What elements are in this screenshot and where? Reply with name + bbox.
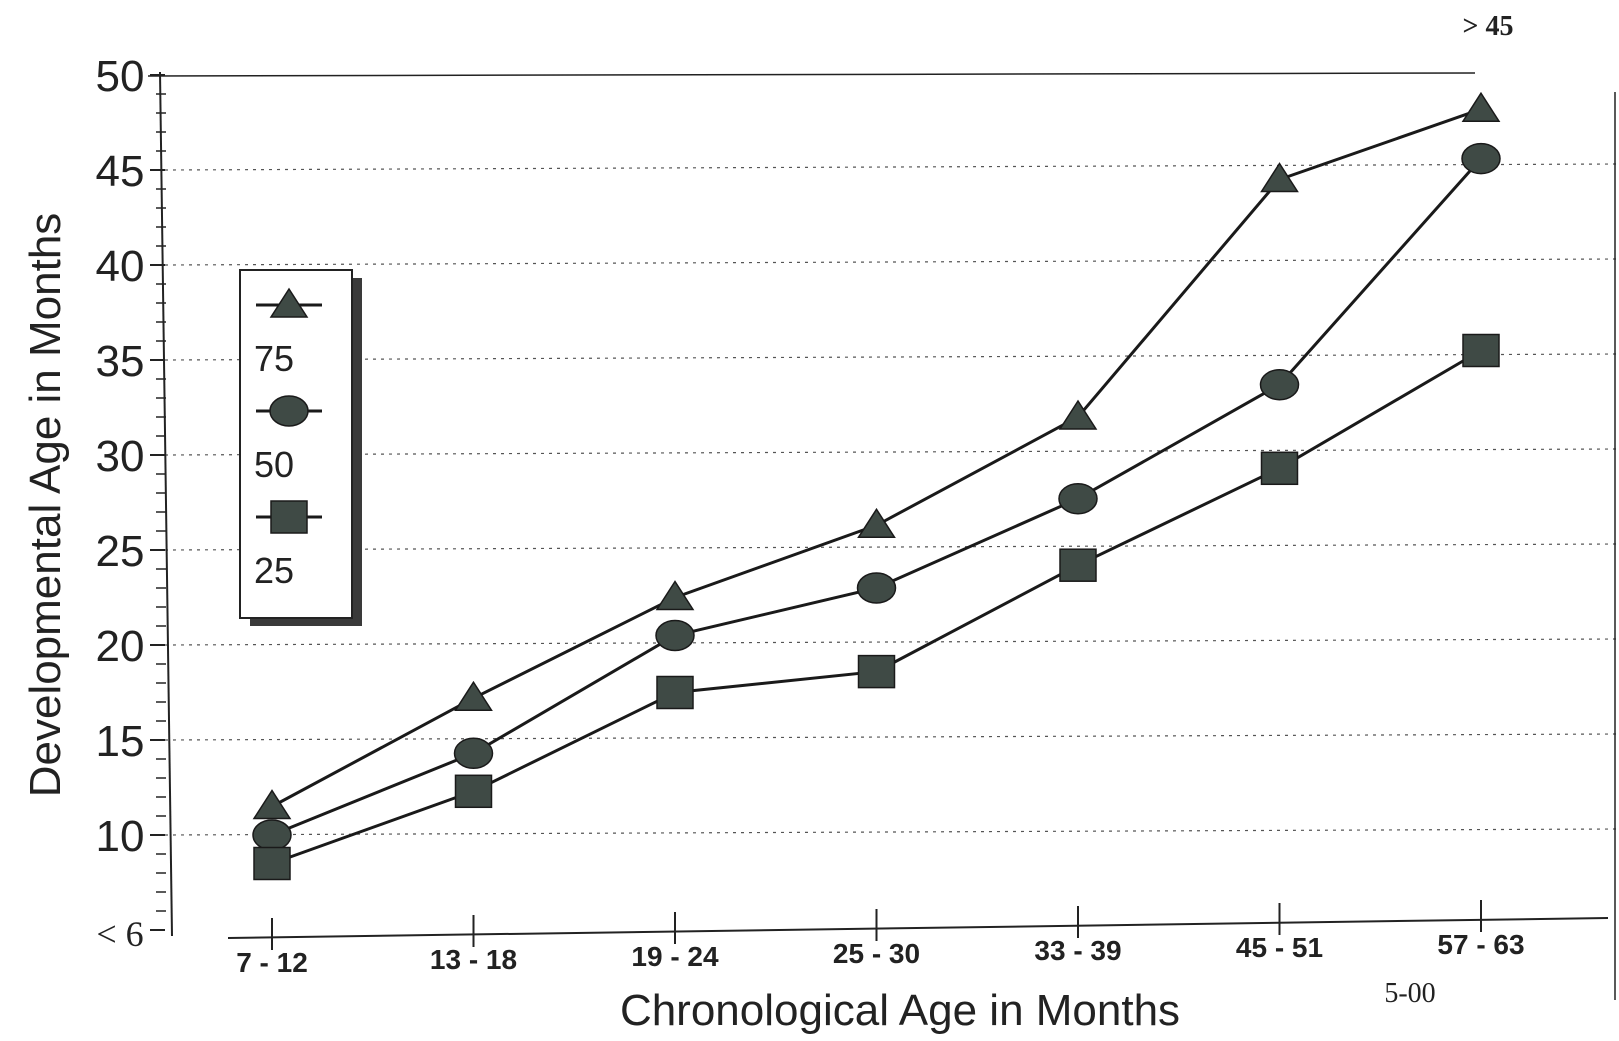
circle-marker [856,572,897,604]
grid-line [164,258,1619,266]
x-tick-label: 45 - 51 [1236,932,1323,963]
square-marker [857,654,896,689]
legend-box [239,269,353,619]
square-marker [1462,333,1500,368]
circle-marker [1259,368,1300,401]
x-tick-label: 7 - 12 [236,947,308,978]
circle-marker [453,737,494,770]
x-tick-label: 13 - 18 [430,944,517,975]
x-axis-title: Chronological Age in Months [620,986,1180,1035]
square-marker [1059,548,1097,582]
y-tick-label: 20 [96,622,145,671]
top-annotation: > 45 [1463,11,1514,42]
legend-square-marker [270,500,308,534]
y-tick-label: 35 [96,337,145,386]
circle-marker [252,819,292,851]
y-axis-ticks: < 6 10 15 20 25 30 35 40 45 50 [96,52,166,954]
y-tick-label: 45 [96,147,145,196]
circle-marker [655,619,695,652]
x-tick-label: 57 - 63 [1437,929,1524,960]
y-tick-label: 15 [96,717,145,766]
triangle-marker [1058,399,1098,430]
x-axis-line [227,917,1609,939]
y-axis-line [159,71,173,937]
triangle-marker [857,507,896,539]
y-tick-label: 30 [96,432,145,481]
grid-line [164,638,1619,646]
series-triangle [252,91,1501,820]
series-circle [252,142,1501,851]
legend-items: 75 50 25 [254,287,322,591]
legend-triangle-marker [269,287,309,318]
x-tick-label: 25 - 30 [833,938,920,969]
legend: 75 50 25 [239,269,362,626]
y-tick-label: 40 [96,242,145,291]
grid-line [164,353,1619,361]
top-frame-line [147,72,1476,77]
legend-circle-marker [269,395,309,427]
grid-line [164,733,1619,741]
grid-line [164,448,1619,456]
triangle-marker [1461,91,1501,122]
footnote-date: 5-00 [1384,978,1435,1009]
x-tick-label: 33 - 39 [1034,935,1121,966]
x-tick-label: 19 - 24 [631,941,719,972]
y-tick-label: 50 [96,52,145,101]
square-marker [656,675,694,710]
x-axis-ticks: 7 - 12 13 - 18 19 - 24 25 - 30 33 - 39 45 - 5… [236,900,1525,978]
grid-line [164,543,1619,551]
triangle-marker [454,680,493,711]
grid-line [164,163,1619,171]
circle-marker [1058,482,1098,515]
square-marker [253,846,291,881]
series-square [253,333,1500,881]
data-series [252,91,1501,881]
grid-line [164,828,1619,836]
circle-marker [1461,142,1501,175]
triangle-marker [655,580,695,611]
y-tick-label: < 6 [96,914,143,954]
legend-label: 25 [254,550,294,591]
y-tick-label: 10 [96,812,145,861]
triangle-marker [1260,162,1299,193]
square-marker [1260,451,1299,486]
triangle-marker [252,789,292,820]
y-tick-label: 25 [96,527,145,576]
square-marker [454,774,493,809]
legend-label: 75 [254,338,294,379]
y-axis-title: Developmental Age in Months [21,213,70,798]
grid-lines [164,163,1619,836]
legend-label: 50 [254,444,294,485]
